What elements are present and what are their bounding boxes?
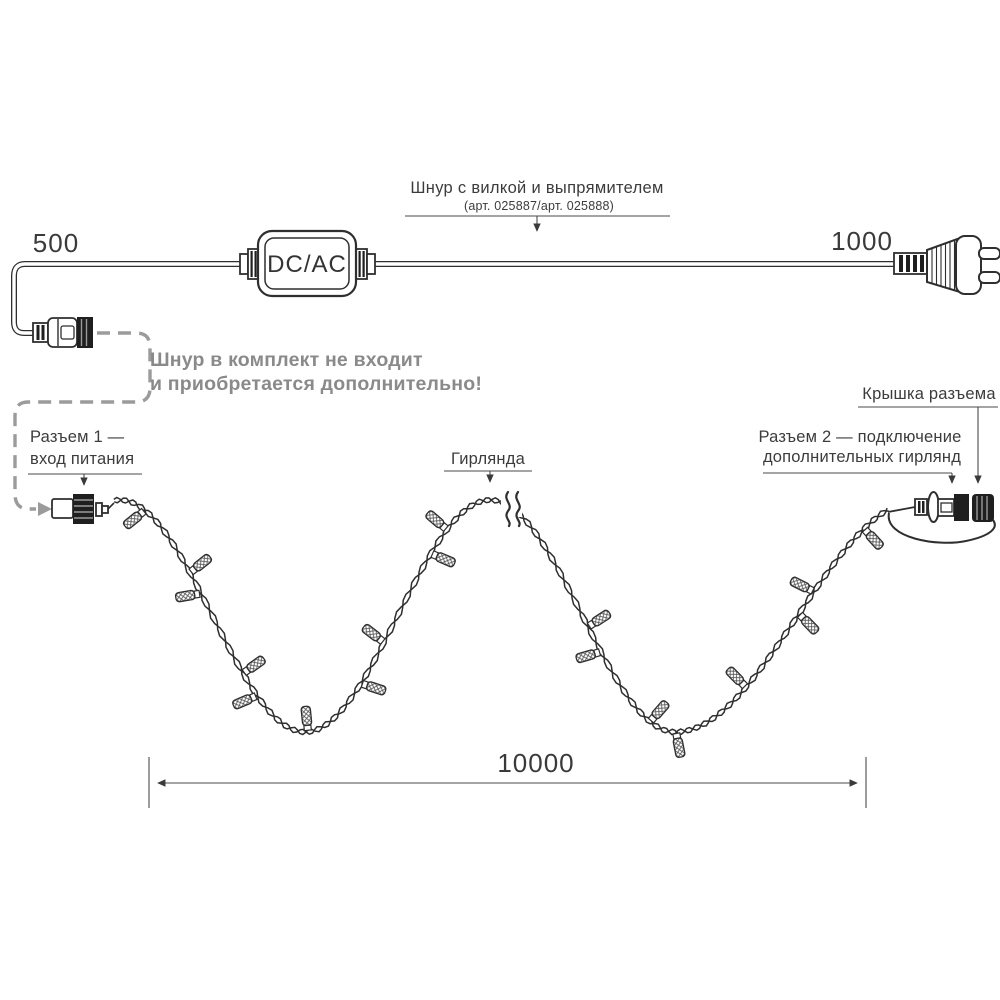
wire-break-symbol <box>501 490 522 528</box>
garland-wave <box>113 496 889 759</box>
converter-left-tab <box>239 253 249 275</box>
led-bulb <box>430 550 456 568</box>
led-bulb <box>789 576 816 595</box>
led-bulb <box>647 700 670 724</box>
power-cord-wire <box>11 261 894 336</box>
led-bulb <box>725 666 749 690</box>
dim-10000: 10000 <box>497 748 574 778</box>
power-cord-assembly: DC/AC <box>11 179 1000 348</box>
garland-wire-strand <box>113 496 889 736</box>
total-length-dimension: 10000 <box>148 748 867 808</box>
cap-label: Крышка разъема <box>862 385 996 403</box>
connector2-label-line2: дополнительных гирлянд <box>763 448 961 466</box>
connector-cap <box>972 494 994 522</box>
connector2-grommet <box>914 498 928 516</box>
led-bulb <box>122 507 147 530</box>
led-bulb <box>672 732 686 759</box>
garland-end-connector <box>887 491 996 544</box>
led-bulb <box>174 589 201 603</box>
garland-wire-strand <box>113 496 888 736</box>
note-line2: и приобретается дополнительно! <box>150 373 482 395</box>
note-line1: Шнур в комплект не входит <box>150 349 423 371</box>
led-bulb <box>300 705 313 732</box>
dim-1000: 1000 <box>831 226 893 256</box>
cord-callout-subtitle: (арт. 025887/арт. 025888) <box>464 199 614 213</box>
mains-plug <box>893 235 1000 295</box>
garland-connector1-body <box>51 498 74 519</box>
cap-tether-wire <box>887 512 996 544</box>
garland-callout: Гирлянда <box>444 450 532 483</box>
led-bulb <box>425 510 449 533</box>
led-bulb <box>861 526 884 550</box>
connector2-label-line1: Разъем 2 — подключение <box>758 428 961 446</box>
led-bulb <box>232 692 258 710</box>
converter-right-grommet <box>355 248 368 280</box>
led-bulb <box>241 655 266 677</box>
cord-output-connector <box>32 317 93 348</box>
connector1-callout: Разъем 1 — вход питания <box>28 428 142 486</box>
power-cord-wire-core <box>12 262 894 335</box>
garland-input-connector <box>51 494 115 524</box>
garland-connector1-pin2 <box>101 505 109 514</box>
converter-right-tab <box>366 253 376 275</box>
cord-callout: Шнур с вилкой и выпрямителем (арт. 02588… <box>405 179 670 232</box>
dashed-arrow-head <box>38 502 52 516</box>
connector1-label-line2: вход питания <box>30 450 134 468</box>
garland-connector1-ribbed <box>73 494 94 524</box>
cord-callout-title: Шнур с вилкой и выпрямителем <box>410 179 663 197</box>
garland-connector1-pin <box>95 502 103 517</box>
cap-callout: Крышка разъема <box>858 385 998 484</box>
note-cord-not-included: Шнур в комплект не входит и приобретаетс… <box>150 349 482 395</box>
connector1-label-line1: Разъем 1 — <box>30 428 125 446</box>
cord-connector-grommet <box>32 322 49 343</box>
converter-inner-case <box>264 237 350 290</box>
cord-connector-body <box>47 317 78 348</box>
cord-connector-tip <box>77 317 93 348</box>
led-bulb <box>586 609 612 630</box>
dim-500: 500 <box>33 228 79 258</box>
dcac-converter: DC/AC <box>239 229 376 298</box>
plug-cap <box>955 235 982 295</box>
connector2-tip <box>954 494 969 521</box>
led-bulb <box>188 553 213 576</box>
led-bulb <box>360 679 387 696</box>
converter-label: DC/AC <box>267 251 347 278</box>
garland-label: Гирлянда <box>451 450 526 468</box>
led-bulb <box>796 611 820 635</box>
led-bulb <box>575 648 602 664</box>
plug-prong-top <box>978 247 1000 260</box>
led-bulb <box>361 623 386 646</box>
connector2-callout: Разъем 2 — подключение дополнительных ги… <box>758 428 961 484</box>
dashed-connection-path <box>13 331 152 511</box>
plug-prong-bottom <box>978 271 1000 284</box>
